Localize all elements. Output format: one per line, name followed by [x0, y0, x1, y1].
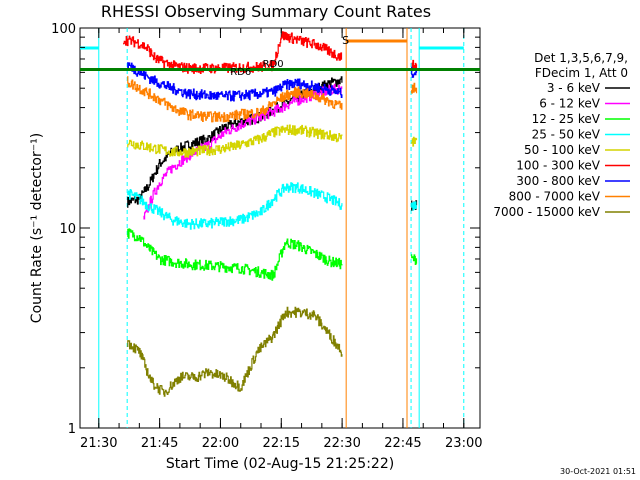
chart-title: RHESSI Observing Summary Count Rates: [101, 2, 431, 21]
series-line-4-seg-0: [127, 124, 343, 158]
series-line-2-seg-0: [127, 228, 343, 281]
series-line-6-seg-1: [411, 66, 418, 78]
y-axis-label: Count Rate (s⁻¹ detector⁻¹): [29, 133, 45, 323]
legend-header-line-1: Det 1,3,5,6,7,9,: [534, 51, 628, 65]
legend-label-8: 7000 - 15000 keV: [493, 205, 600, 219]
legend-label-4: 50 - 100 keV: [524, 143, 601, 157]
x-axis-label: Start Time (02-Aug-15 21:25:22): [166, 456, 394, 472]
timestamp-label: 30-Oct-2021 01:51: [560, 467, 636, 476]
series-line-6-seg-0: [127, 62, 343, 102]
x-tick-label: 21:30: [80, 436, 117, 451]
series-line-4-seg-1: [411, 136, 418, 147]
series-line-7-seg-1: [411, 82, 418, 94]
series-line-8-seg-0: [127, 306, 343, 397]
x-tick-label: 22:15: [263, 436, 300, 451]
legend-label-0: 3 - 6 keV: [547, 81, 601, 95]
legend-header-line-2: FDecim 1, Att 0: [535, 66, 628, 80]
saa-label: S: [342, 34, 349, 47]
series-line-3-seg-0: [127, 182, 343, 230]
x-tick-label: 22:45: [384, 436, 421, 451]
flag-label-rd0: RD0: [263, 59, 284, 70]
x-tick-label: 23:00: [445, 436, 482, 451]
series-line-2-seg-1: [411, 254, 418, 265]
y-tick-label: 1: [68, 422, 76, 437]
series-line-7-seg-0: [127, 76, 343, 123]
x-tick-label: 21:45: [141, 436, 178, 451]
legend-label-7: 800 - 7000 keV: [509, 190, 601, 204]
y-tick-label: 100: [51, 22, 76, 37]
flag-label-rd6: RD6: [230, 67, 251, 78]
x-tick-label: 22:30: [323, 436, 360, 451]
series-line-3-seg-1: [411, 201, 418, 211]
series-line-5-seg-0: [123, 31, 343, 74]
series-group: [80, 31, 480, 397]
legend-label-1: 6 - 12 keV: [539, 97, 601, 111]
legend-label-6: 300 - 800 keV: [516, 174, 600, 188]
plot-area: S 1 10 100 21:30 21:45 22:00 22:15 22:30 22:45 23:…: [51, 22, 630, 451]
legend-label-3: 25 - 50 keV: [532, 128, 601, 142]
y-tick-label: 10: [59, 222, 76, 237]
legend-label-2: 12 - 25 keV: [532, 112, 601, 126]
legend-label-5: 100 - 300 keV: [516, 159, 600, 173]
x-tick-label: 22:00: [202, 436, 239, 451]
